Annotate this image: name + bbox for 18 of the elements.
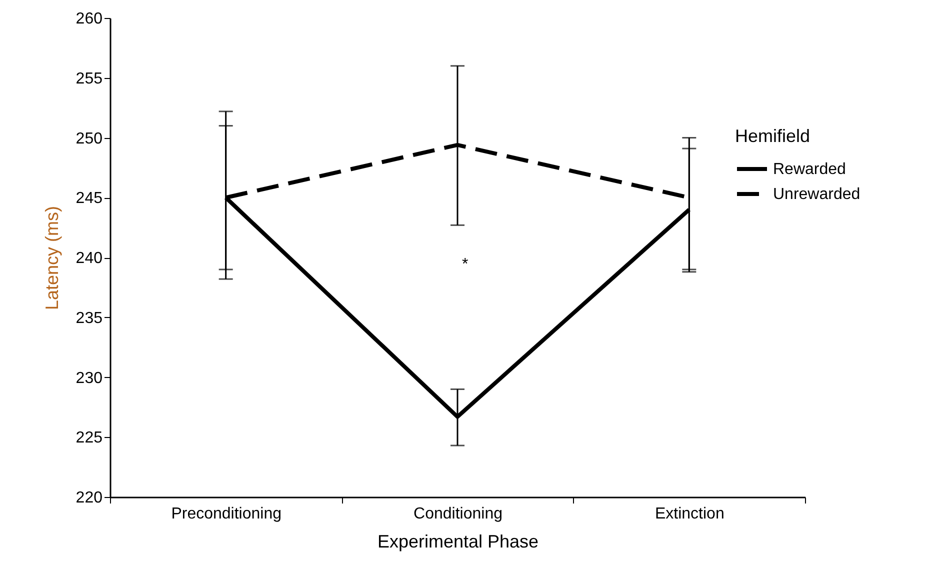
- x-axis-title: Experimental Phase: [377, 532, 539, 552]
- y-tick-label: 235: [76, 310, 103, 327]
- y-axis-title: Latency (ms): [42, 206, 62, 310]
- y-tick-label: 240: [76, 250, 103, 267]
- y-tick-label: 230: [76, 370, 103, 387]
- y-tick-label: 245: [76, 190, 103, 208]
- y-tick-label: 225: [76, 430, 103, 447]
- y-tick-label: 220: [76, 490, 103, 506]
- x-tick-label: Conditioning: [414, 506, 502, 522]
- x-tick-label: Preconditioning: [171, 506, 282, 522]
- legend-title: Hemifield: [735, 126, 810, 146]
- y-tick-label: 250: [76, 130, 103, 148]
- y-tick-label: 255: [76, 70, 103, 88]
- legend-label: Rewarded: [773, 161, 846, 178]
- annotation: *: [462, 256, 468, 273]
- y-tick-label: 260: [76, 10, 103, 28]
- x-tick-label: Extinction: [654, 506, 724, 522]
- legend-label: Unrewarded: [773, 186, 860, 203]
